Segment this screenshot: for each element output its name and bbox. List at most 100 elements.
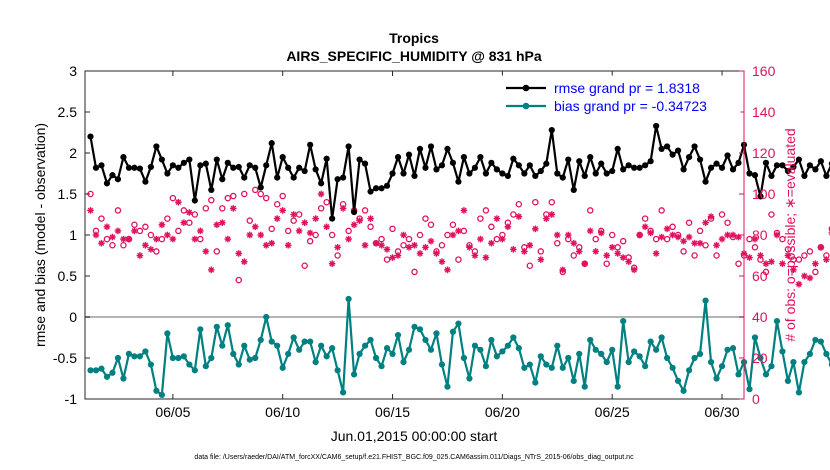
rmse-point bbox=[482, 170, 489, 177]
obs-evaluated-marker bbox=[273, 215, 281, 222]
y-tick-label: -0.5 bbox=[53, 350, 77, 366]
bias-point bbox=[241, 342, 248, 349]
bias-point bbox=[647, 338, 654, 345]
obs-evaluated-marker bbox=[142, 241, 149, 249]
obs-possible-marker bbox=[658, 207, 665, 214]
obs-evaluated-marker bbox=[663, 225, 671, 233]
bias-point bbox=[350, 371, 358, 378]
obs-evaluated-marker bbox=[553, 231, 561, 239]
bias-point bbox=[631, 348, 638, 355]
plot-area bbox=[85, 71, 744, 399]
bias-point bbox=[768, 363, 775, 370]
rmse-point bbox=[707, 164, 715, 171]
rmse-point bbox=[554, 170, 561, 177]
obs-evaluated-marker bbox=[301, 219, 308, 226]
rmse-point bbox=[224, 159, 231, 166]
bias-point bbox=[543, 361, 550, 368]
rmse-point bbox=[614, 145, 621, 152]
obs-evaluated-marker bbox=[153, 235, 160, 243]
obs-possible-marker bbox=[762, 268, 770, 276]
bias-point bbox=[197, 326, 204, 333]
bias-point bbox=[219, 342, 226, 349]
obs-possible-marker bbox=[257, 190, 264, 198]
bias-point bbox=[334, 367, 341, 374]
bias-point bbox=[98, 365, 105, 372]
rmse-point bbox=[581, 172, 588, 180]
obs-evaluated-marker bbox=[586, 227, 594, 235]
bias-point bbox=[405, 346, 413, 353]
obs-evaluated-marker bbox=[619, 254, 627, 261]
bias-point bbox=[537, 353, 544, 360]
obs-evaluated-marker bbox=[350, 221, 358, 229]
rmse-point bbox=[762, 159, 770, 166]
obs-evaluated-marker bbox=[581, 260, 589, 267]
bias-point bbox=[548, 364, 555, 371]
bias-point bbox=[307, 338, 314, 345]
obs-possible-marker bbox=[795, 256, 803, 263]
obs-evaluated-marker bbox=[125, 235, 133, 243]
rmse-point bbox=[169, 162, 176, 169]
obs-possible-marker bbox=[619, 237, 627, 245]
obs-evaluated-marker bbox=[575, 248, 583, 255]
obs-possible-marker bbox=[383, 256, 391, 263]
rmse-point bbox=[669, 151, 676, 158]
rmse-point bbox=[125, 164, 133, 171]
rmse-point bbox=[526, 162, 533, 169]
obs-evaluated-marker bbox=[147, 246, 155, 253]
obs-evaluated-marker bbox=[592, 248, 600, 255]
obs-evaluated-marker bbox=[317, 190, 325, 198]
y-tick-label: 2.5 bbox=[58, 104, 78, 120]
obs-possible-marker bbox=[367, 223, 374, 231]
rmse-point bbox=[340, 174, 347, 181]
rmse-point bbox=[817, 158, 824, 165]
legend-bias-label: bias grand pr = -0.34723 bbox=[554, 98, 707, 114]
obs-evaluated-marker bbox=[218, 219, 226, 226]
obs-possible-marker bbox=[213, 248, 221, 255]
bias-point bbox=[707, 359, 715, 366]
obs-evaluated-marker bbox=[367, 215, 374, 222]
chart-title: Tropics bbox=[389, 30, 439, 46]
rmse-point bbox=[510, 155, 517, 162]
bias-point bbox=[279, 364, 286, 371]
x-tick-label: 06/25 bbox=[595, 404, 630, 420]
rmse-point bbox=[449, 159, 457, 166]
y-axis-label-left: rmse and bias (model - observation) bbox=[32, 123, 48, 347]
obs-evaluated-marker bbox=[499, 235, 506, 243]
bias-point bbox=[274, 342, 281, 349]
obs-evaluated-marker bbox=[493, 215, 501, 222]
y-tick-label: -1 bbox=[65, 391, 78, 407]
rmse-point bbox=[334, 176, 341, 183]
obs-possible-marker bbox=[416, 231, 424, 239]
obs-evaluated-marker bbox=[488, 239, 495, 247]
obs-possible-marker bbox=[455, 256, 462, 263]
bias-point bbox=[389, 350, 396, 357]
rmse-point bbox=[631, 164, 638, 171]
y-tick-label: 1 bbox=[69, 227, 77, 243]
bias-point bbox=[372, 354, 380, 362]
rmse-point bbox=[471, 164, 479, 171]
y2-tick-label: 160 bbox=[752, 63, 776, 79]
obs-evaluated-marker bbox=[339, 205, 347, 212]
obs-evaluated-marker bbox=[444, 266, 451, 274]
bias-point bbox=[400, 359, 407, 366]
obs-possible-marker bbox=[241, 190, 248, 198]
bias-point bbox=[790, 359, 797, 366]
obs-possible-marker bbox=[169, 194, 177, 202]
y2-tick-label: 20 bbox=[752, 350, 768, 366]
obs-possible-marker bbox=[142, 223, 149, 231]
obs-evaluated-marker bbox=[790, 266, 797, 274]
rmse-point bbox=[175, 164, 182, 171]
bias-point bbox=[675, 377, 682, 385]
y-tick-label: 2 bbox=[69, 145, 77, 161]
bias-point bbox=[735, 371, 742, 378]
bias-point bbox=[449, 328, 457, 335]
rmse-point bbox=[609, 167, 616, 175]
y-tick-label: 1.5 bbox=[58, 186, 78, 202]
bias-point bbox=[658, 334, 665, 341]
rmse-point bbox=[164, 170, 171, 177]
obs-evaluated-marker bbox=[647, 229, 654, 237]
rmse-point bbox=[504, 172, 511, 180]
chart-subtitle: AIRS_SPECIFIC_HUMIDITY @ 831 hPa bbox=[286, 48, 542, 64]
obs-possible-marker bbox=[427, 221, 435, 228]
bias-point bbox=[729, 345, 737, 352]
